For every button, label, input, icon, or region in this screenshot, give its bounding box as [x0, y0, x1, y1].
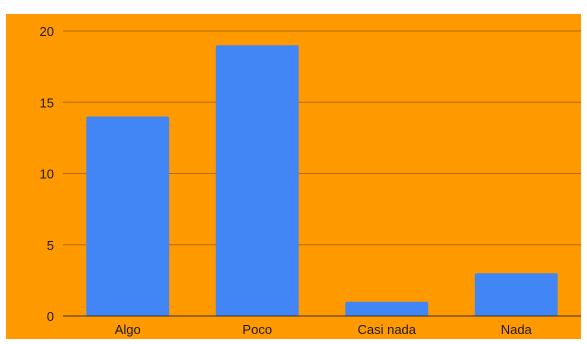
y-tick-label: 15 [40, 95, 54, 110]
y-tick-label: 10 [40, 167, 54, 182]
y-tick-label: 5 [47, 238, 54, 253]
bar-nada [474, 273, 558, 316]
x-axis-ticks: Algo Poco Casi nada Nada [115, 322, 533, 337]
x-tick-label: Algo [115, 322, 141, 337]
bar-algo [86, 116, 170, 316]
x-tick-label: Nada [501, 322, 533, 337]
x-tick-label: Casi nada [357, 322, 416, 337]
x-tick-label: Poco [242, 322, 272, 337]
bar-poco [215, 45, 299, 316]
bars [86, 45, 558, 316]
bar-casi-nada [345, 301, 429, 316]
y-axis-ticks: 0 5 10 15 20 [40, 24, 54, 324]
chart-container: 0 5 10 15 20 Algo Poco Casi nada Nada [6, 14, 581, 339]
y-tick-label: 0 [47, 309, 54, 324]
bar-chart: 0 5 10 15 20 Algo Poco Casi nada Nada [6, 14, 581, 339]
y-tick-label: 20 [40, 24, 54, 39]
